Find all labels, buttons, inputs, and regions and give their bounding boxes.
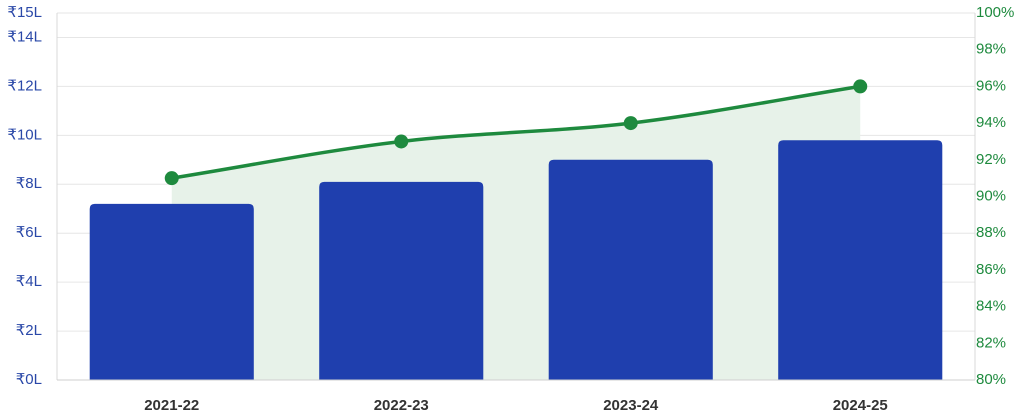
line-point-2023-24: [623, 116, 638, 131]
y-left-tick-label: ₹4L: [16, 273, 42, 290]
y-left-tick-label: ₹15L: [7, 4, 42, 21]
line-point-2022-23: [394, 134, 409, 149]
bar-layer: [89, 140, 943, 380]
axes-layer: [56, 13, 976, 381]
line-area-layer: [171, 86, 861, 381]
x-tick-label: 2023-24: [603, 397, 659, 414]
line-point-2021-22: [164, 171, 179, 186]
y-left-tick-label: ₹10L: [7, 126, 42, 143]
bar-2022-23: [319, 181, 484, 380]
y-left-tick-label: ₹6L: [16, 224, 42, 241]
y-right-tick-label: 94%: [976, 114, 1006, 131]
line-series-area: [171, 86, 861, 381]
y-right-tick-label: 84%: [976, 298, 1006, 315]
line-point-2024-25: [853, 79, 868, 94]
y-right-tick-label: 98%: [976, 41, 1006, 58]
y-right-tick-label: 96%: [976, 77, 1006, 94]
x-tick-label: 2021-22: [144, 397, 199, 414]
y-left-tick-label: ₹8L: [16, 175, 42, 192]
y-right-tick-label: 80%: [976, 371, 1006, 388]
line-series-path: [170, 84, 862, 180]
y-left-tick-label: ₹0L: [16, 371, 42, 388]
y-left-tick-label: ₹14L: [7, 28, 42, 45]
bar-2021-22: [89, 203, 254, 380]
y-right-tick-label: 92%: [976, 151, 1006, 168]
x-tick-label: 2022-23: [374, 397, 429, 414]
line-layer: [164, 79, 868, 186]
y-left-tick-label: ₹12L: [7, 77, 42, 94]
x-tick-label: 2024-25: [833, 397, 888, 414]
bar-2023-24: [548, 159, 713, 380]
y-right-tick-label: 88%: [976, 224, 1006, 241]
tick-label-layer: ₹0L ₹2L ₹4L ₹6L ₹8L ₹10L ₹12L ₹14L ₹15L 80% 82% 84%…: [7, 4, 1014, 414]
y-left-tick-label: ₹2L: [16, 322, 42, 339]
y-right-tick-label: 90%: [976, 187, 1006, 204]
bar-2024-25: [778, 140, 943, 380]
y-right-tick-label: 86%: [976, 261, 1006, 278]
y-right-tick-label: 100%: [976, 4, 1014, 21]
y-right-tick-label: 82%: [976, 334, 1006, 351]
